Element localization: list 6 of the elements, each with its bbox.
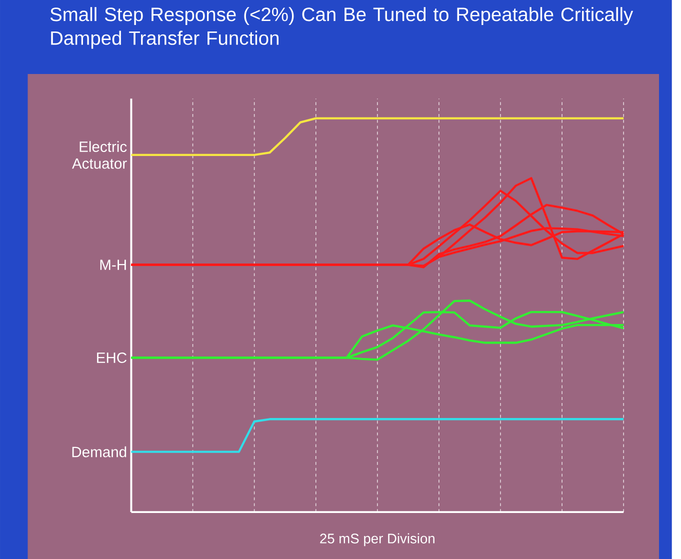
series-label: Demand: [72, 446, 126, 458]
x-axis-title: 25 mS per Division: [320, 533, 434, 546]
series-label: EHC: [97, 352, 127, 363]
series-label: M-H: [100, 260, 126, 270]
series-label: Electric Actuator: [72, 140, 127, 169]
chart-title: Small Step Response (<2%) Can Be Tuned to Repeatable Critically Damped Transfer Function: [50, 6, 634, 49]
